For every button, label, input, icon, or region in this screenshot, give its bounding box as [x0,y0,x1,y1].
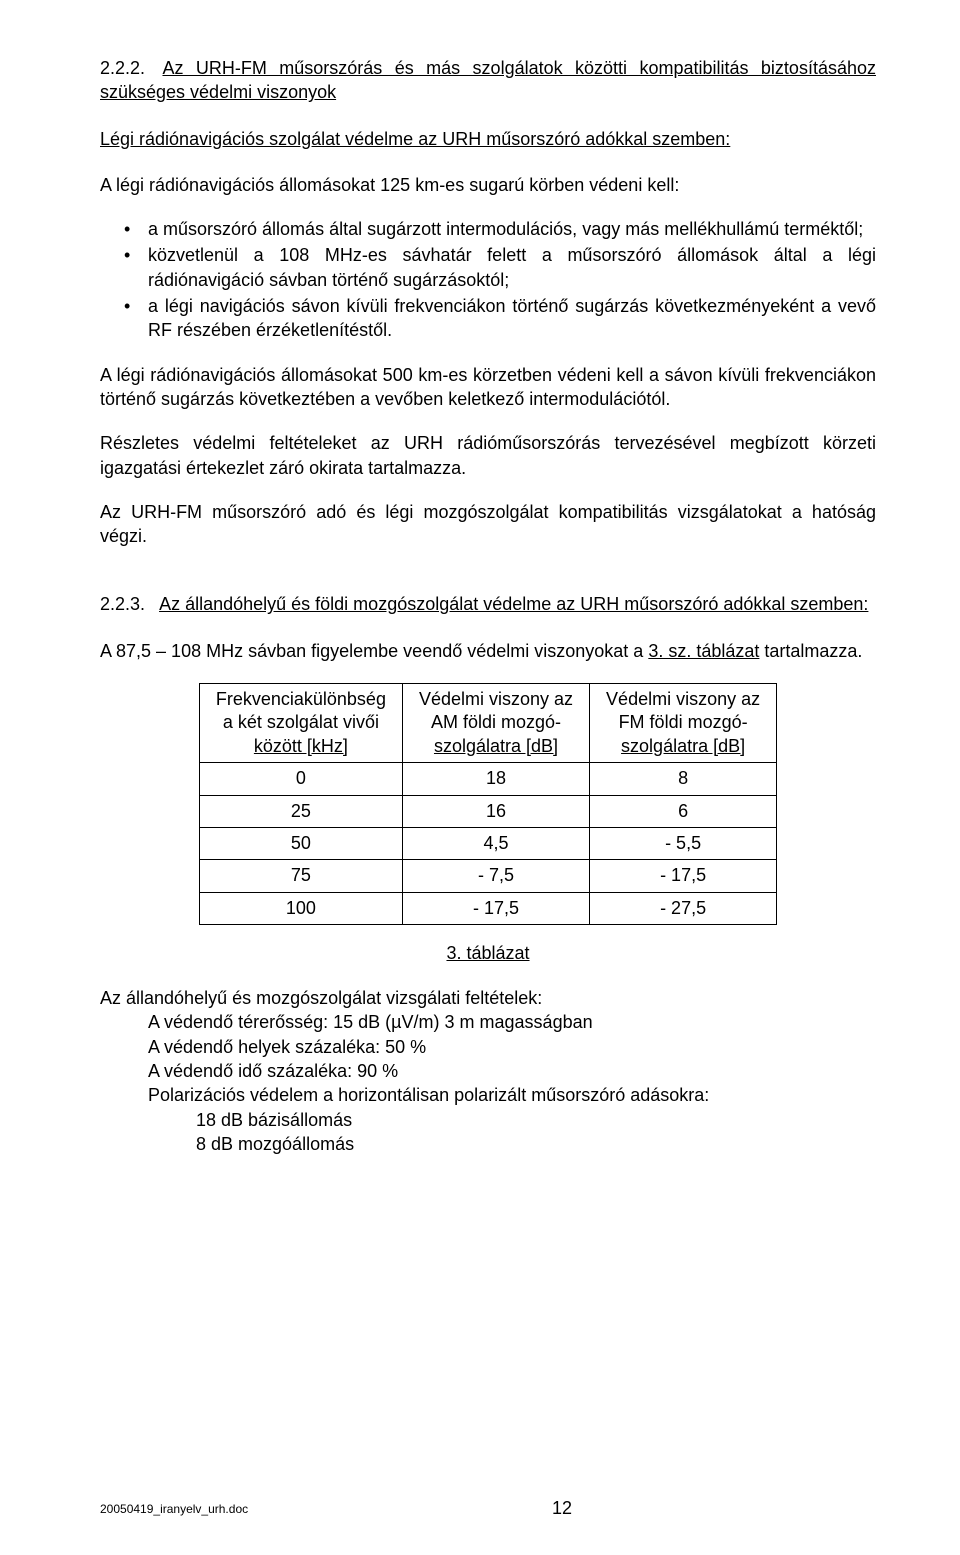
h2l0: Védelmi viszony az [606,689,760,709]
cell: 0 [199,763,402,795]
table-caption: 3. táblázat [100,943,876,964]
table-header-row: Frekvenciakülönbség a két szolgálat vivő… [199,684,776,763]
footer-filename: 20050419_iranyelv_urh.doc [100,1502,248,1516]
table-row: 50 4,5 - 5,5 [199,828,776,860]
lead-line: Légi rádiónavigációs szolgálat védelme a… [100,127,876,151]
bullet-list: a műsorszóró állomás által sugárzott int… [100,217,876,342]
section-heading: 2.2.2. Az URH-FM műsorszórás és más szol… [100,56,876,105]
table-ref-link: 3. sz. táblázat [648,641,759,661]
paragraph-5: A 87,5 – 108 MHz sávban figyelembe veend… [100,639,876,663]
condition-line: A védendő térerősség: 15 dB (µV/m) 3 m m… [148,1010,876,1034]
h1l0: Védelmi viszony az [419,689,573,709]
paragraph-4: Az URH-FM műsorszóró adó és légi mozgósz… [100,500,876,549]
table-row: 100 - 17,5 - 27,5 [199,892,776,924]
condition-subline: 18 dB bázisállomás [148,1108,876,1132]
subsection-heading: 2.2.3. Az állandóhelyű és földi mozgószo… [100,592,876,616]
cell: 50 [199,828,402,860]
cell: 18 [402,763,589,795]
condition-subline: 8 dB mozgóállomás [148,1132,876,1156]
cell: 8 [590,763,777,795]
table-row: 25 16 6 [199,795,776,827]
p5-pre: A 87,5 – 108 MHz sávban figyelembe veend… [100,641,648,661]
h0l0: Frekvenciakülönbség [216,689,386,709]
h2l1: FM földi mozgó- [619,712,748,732]
col-header-am: Védelmi viszony az AM földi mozgó- szolg… [402,684,589,763]
bullet-item: közvetlenül a 108 MHz-es sávhatár felett… [148,243,876,292]
subsection-title: Az állandóhelyű és földi mozgószolgálat … [159,594,868,614]
h2l2: szolgálatra [dB] [621,736,745,756]
condition-line: A védendő helyek százaléka: 50 % [148,1035,876,1059]
page-footer: 20050419_iranyelv_urh.doc 12 [100,1502,876,1519]
bullet-item: a műsorszóró állomás által sugárzott int… [148,217,876,241]
paragraph-1: A légi rádiónavigációs állomásokat 125 k… [100,173,876,197]
paragraph-2: A légi rádiónavigációs állomásokat 500 k… [100,363,876,412]
col-header-fm: Védelmi viszony az FM földi mozgó- szolg… [590,684,777,763]
cell: 75 [199,860,402,892]
page: 2.2.2. Az URH-FM műsorszórás és más szol… [0,0,960,1555]
col-header-freq: Frekvenciakülönbség a két szolgálat vivő… [199,684,402,763]
conditions-list: A védendő térerősség: 15 dB (µV/m) 3 m m… [100,1010,876,1156]
h0l2: között [kHz] [254,736,348,756]
cell: - 17,5 [590,860,777,892]
cell: 4,5 [402,828,589,860]
cell: 6 [590,795,777,827]
cell: - 17,5 [402,892,589,924]
table-row: 75 - 7,5 - 17,5 [199,860,776,892]
paragraph-3: Részletes védelmi feltételeket az URH rá… [100,431,876,480]
h1l1: AM földi mozgó- [431,712,561,732]
condition-line: Polarizációs védelem a horizontálisan po… [148,1083,876,1107]
cell: 25 [199,795,402,827]
p5-post: tartalmazza. [759,641,862,661]
protection-table: Frekvenciakülönbség a két szolgálat vivő… [199,683,777,925]
subsection-number: 2.2.3. [100,594,155,614]
cell: - 27,5 [590,892,777,924]
cell: - 7,5 [402,860,589,892]
h1l2: szolgálatra [dB] [434,736,558,756]
table-row: 0 18 8 [199,763,776,795]
bullet-item: a légi navigációs sávon kívüli frekvenci… [148,294,876,343]
conditions-heading: Az állandóhelyű és mozgószolgálat vizsgá… [100,986,876,1010]
cell: 100 [199,892,402,924]
cell: 16 [402,795,589,827]
section-title: Az URH-FM műsorszórás és más szolgálatok… [100,58,876,102]
condition-line: A védendő idő százaléka: 90 % [148,1059,876,1083]
h0l1: a két szolgálat vivői [223,712,379,732]
section-number: 2.2.2. [100,58,151,78]
cell: - 5,5 [590,828,777,860]
